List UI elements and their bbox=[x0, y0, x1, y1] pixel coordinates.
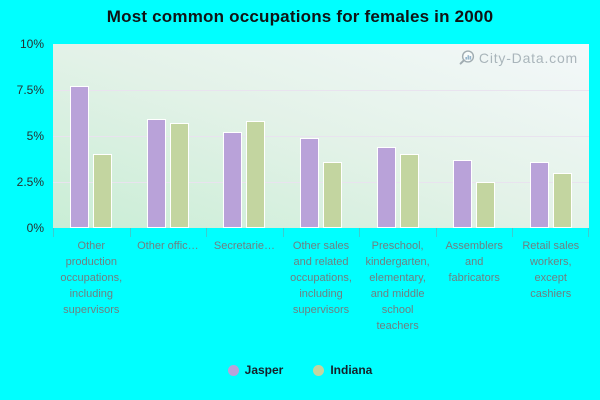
legend-label: Jasper bbox=[244, 363, 284, 377]
bar-jasper bbox=[223, 132, 243, 228]
y-axis-tick-label: 0% bbox=[26, 221, 44, 235]
x-axis-ticks bbox=[53, 228, 589, 238]
chart-title: Most common occupations for females in 2… bbox=[106, 7, 494, 26]
bar-group bbox=[206, 44, 283, 228]
axis-tick bbox=[129, 228, 131, 237]
bar-jasper bbox=[529, 161, 549, 228]
x-axis-labels: Other production occupations, including … bbox=[53, 238, 589, 334]
axis-tick bbox=[53, 228, 54, 237]
legend-swatch-icon bbox=[313, 364, 325, 376]
watermark-text: City-Data.com bbox=[478, 50, 578, 66]
category-label: Other production occupations, including … bbox=[60, 240, 123, 316]
bar-group bbox=[436, 44, 513, 228]
axis-tick bbox=[282, 228, 284, 237]
bar-jasper bbox=[376, 147, 396, 228]
axis-tick bbox=[588, 228, 589, 237]
bar-group bbox=[130, 44, 207, 228]
bar-indiana bbox=[552, 172, 572, 228]
category-label: Other sales and related occupations, inc… bbox=[290, 240, 352, 316]
legend-swatch-icon bbox=[227, 364, 239, 376]
category-label: Assemblers and fabricators bbox=[445, 240, 503, 284]
legend: Jasper Indiana bbox=[0, 363, 600, 377]
magnifier-barchart-icon bbox=[458, 49, 476, 67]
bar-indiana bbox=[476, 182, 496, 228]
category-label: Other offic… bbox=[137, 240, 199, 252]
bar-indiana bbox=[93, 154, 113, 228]
legend-item-indiana: Indiana bbox=[313, 363, 372, 377]
bar-group bbox=[512, 44, 589, 228]
bar-jasper bbox=[453, 159, 473, 228]
bar-jasper bbox=[146, 119, 166, 228]
y-axis-tick-label: 10% bbox=[19, 37, 44, 51]
legend-item-jasper: Jasper bbox=[227, 363, 284, 377]
axis-tick bbox=[435, 228, 437, 237]
category-label: Retail sales workers, except cashiers bbox=[522, 240, 580, 300]
watermark: City-Data.com bbox=[458, 49, 578, 67]
gridline bbox=[53, 90, 589, 91]
bar-group bbox=[283, 44, 360, 228]
axis-tick bbox=[359, 228, 361, 237]
y-axis-tick-label: 2.5% bbox=[16, 175, 44, 189]
bar-groups bbox=[53, 44, 589, 228]
axis-tick bbox=[206, 228, 208, 237]
axis-tick bbox=[512, 228, 514, 237]
bar-group bbox=[53, 44, 130, 228]
gridline bbox=[53, 136, 589, 137]
y-axis-tick-label: 7.5% bbox=[16, 83, 44, 97]
bar-indiana bbox=[399, 154, 419, 228]
y-axis-tick-label: 5% bbox=[26, 129, 44, 143]
y-axis: 0% 2.5% 5% 7.5% 10% bbox=[0, 37, 53, 235]
legend-label: Indiana bbox=[330, 363, 373, 377]
bar-indiana bbox=[169, 123, 189, 228]
category-label: Secretarie… bbox=[213, 240, 276, 252]
plot-area: City-Data.com bbox=[53, 44, 589, 228]
bar-indiana bbox=[246, 121, 266, 228]
bar-jasper bbox=[70, 86, 90, 228]
bar-jasper bbox=[300, 137, 320, 228]
bar-group bbox=[359, 44, 436, 228]
bar-indiana bbox=[323, 161, 343, 228]
gridline bbox=[53, 182, 589, 183]
category-label: Preschool, kindergarten, elementary, and… bbox=[365, 240, 430, 332]
